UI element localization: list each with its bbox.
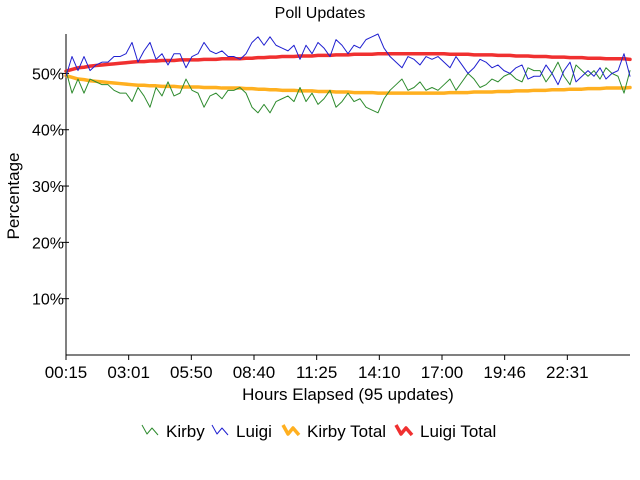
legend-swatch bbox=[281, 424, 301, 437]
y-tick-label: 40% bbox=[32, 123, 64, 140]
y-tick-label: 30% bbox=[32, 179, 64, 196]
legend-item: Luigi bbox=[211, 422, 272, 441]
y-tick-label: 20% bbox=[32, 235, 64, 252]
legend-label: Kirby Total bbox=[307, 422, 386, 441]
legend-label: Luigi bbox=[236, 422, 272, 441]
x-tick-label: 22:31 bbox=[546, 363, 589, 382]
series-line-kirby-total bbox=[64, 73, 632, 95]
series-layer bbox=[64, 33, 632, 114]
x-tick-label: 19:46 bbox=[483, 363, 526, 382]
y-tick-label: 10% bbox=[32, 292, 64, 309]
legend-swatch bbox=[141, 424, 159, 436]
legend-label: Luigi Total bbox=[420, 422, 496, 441]
legend-swatch bbox=[211, 424, 229, 436]
legend-label: Kirby bbox=[166, 422, 205, 441]
axes bbox=[65, 34, 630, 356]
x-tick-label: 11:25 bbox=[296, 363, 337, 382]
x-tick-label: 00:15 bbox=[45, 363, 88, 382]
legend-item: Kirby Total bbox=[281, 422, 386, 441]
x-axis-label: Hours Elapsed (95 updates) bbox=[242, 385, 454, 404]
legend: Kirby Luigi Kirby Total Luigi Total bbox=[141, 422, 496, 441]
series-line-luigi bbox=[65, 33, 631, 86]
x-ticks: 00:15 03:01 05:50 08:40 11:25 14:10 17:00 19:46… bbox=[45, 355, 589, 382]
y-axis-label: Percentage bbox=[4, 153, 23, 240]
x-tick-label: 05:50 bbox=[170, 363, 213, 382]
legend-item: Luigi Total bbox=[394, 422, 496, 441]
chart-title: Poll Updates bbox=[275, 5, 366, 22]
x-tick-label: 03:01 bbox=[107, 363, 150, 382]
x-tick-label: 08:40 bbox=[233, 363, 276, 382]
x-tick-label: 17:00 bbox=[421, 363, 464, 382]
legend-item: Kirby bbox=[141, 422, 205, 441]
legend-swatch bbox=[394, 424, 414, 437]
series-line-kirby bbox=[65, 61, 631, 114]
x-tick-label: 14:10 bbox=[358, 363, 401, 382]
y-tick-label: 50% bbox=[32, 66, 64, 83]
y-ticks: 10% 20% 30% 40% 50% bbox=[32, 66, 69, 309]
series-line-luigi-total bbox=[64, 51, 632, 73]
